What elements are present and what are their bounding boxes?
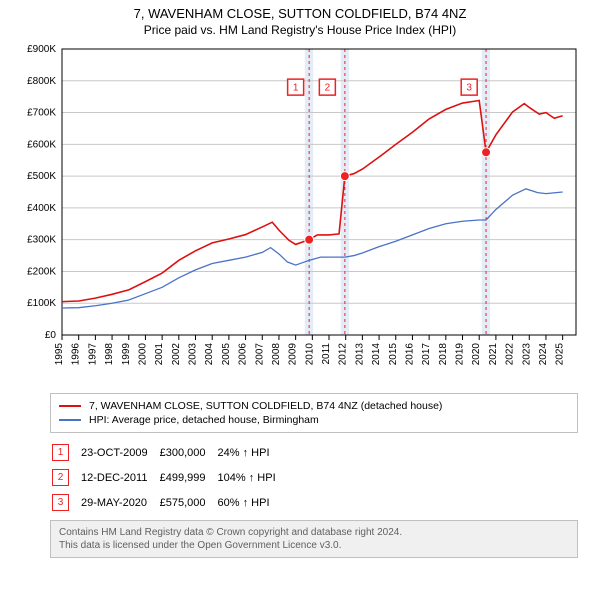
svg-text:£0: £0 [45,330,57,341]
event-date: 23-OCT-2009 [81,441,158,464]
svg-text:£500K: £500K [27,171,56,182]
svg-text:2022: 2022 [505,343,516,366]
plot-svg: £0 £100K £200K £300K £400K £500K £600K £700K £80… [20,43,580,383]
svg-text:2003: 2003 [188,343,199,366]
event-row: 1 23-OCT-2009£300,00024% ↑ HPI [52,441,286,464]
event-date: 12-DEC-2011 [81,466,158,489]
svg-text:2008: 2008 [271,343,282,366]
attribution: Contains HM Land Registry data © Crown c… [50,520,578,558]
svg-text:2000: 2000 [137,343,148,366]
marker-point-3 [482,148,491,157]
svg-text:£900K: £900K [27,44,56,55]
svg-text:2007: 2007 [254,343,265,366]
event-marker: 1 [52,444,69,461]
svg-text:2010: 2010 [304,343,315,366]
svg-text:2001: 2001 [154,343,165,366]
svg-text:2004: 2004 [204,343,215,366]
event-marker-cell: 1 [52,441,79,464]
event-delta: 24% ↑ HPI [218,441,286,464]
svg-text:1996: 1996 [71,343,82,366]
svg-text:2009: 2009 [288,343,299,366]
event-date: 29-MAY-2020 [81,491,158,514]
svg-text:2015: 2015 [388,343,399,366]
attribution-line2: This data is licensed under the Open Gov… [59,539,569,552]
svg-text:1997: 1997 [87,343,98,366]
event-marker: 2 [52,469,69,486]
legend-swatch [59,405,81,407]
svg-text:2025: 2025 [555,343,566,366]
event-marker-cell: 2 [52,466,79,489]
svg-text:2021: 2021 [488,343,499,366]
legend-swatch [59,419,81,421]
attribution-line1: Contains HM Land Registry data © Crown c… [59,526,569,539]
legend: 7, WAVENHAM CLOSE, SUTTON COLDFIELD, B74… [50,393,578,433]
svg-text:1998: 1998 [104,343,115,366]
svg-text:£200K: £200K [27,266,56,277]
svg-text:2024: 2024 [538,343,549,366]
marker-point-1 [305,235,314,244]
event-marker-cell: 3 [52,491,79,514]
legend-item: HPI: Average price, detached house, Birm… [59,414,569,426]
marker-point-2 [340,172,349,181]
event-price: £499,999 [160,466,216,489]
event-delta: 60% ↑ HPI [218,491,286,514]
event-price: £300,000 [160,441,216,464]
svg-text:£400K: £400K [27,203,56,214]
svg-text:2002: 2002 [171,343,182,366]
marker-label-1: 1 [293,83,299,94]
svg-text:1999: 1999 [121,343,132,366]
svg-text:2011: 2011 [321,343,332,365]
legend-item: 7, WAVENHAM CLOSE, SUTTON COLDFIELD, B74… [59,400,569,412]
event-delta: 104% ↑ HPI [218,466,286,489]
svg-text:£600K: £600K [27,139,56,150]
svg-text:2014: 2014 [371,343,382,366]
chart-subtitle: Price paid vs. HM Land Registry's House … [10,23,590,37]
marker-label-3: 3 [466,83,472,94]
legend-label: 7, WAVENHAM CLOSE, SUTTON COLDFIELD, B74… [89,400,442,412]
svg-text:£700K: £700K [27,108,56,119]
marker-label-2: 2 [325,83,331,94]
event-row: 2 12-DEC-2011£499,999104% ↑ HPI [52,466,286,489]
event-price: £575,000 [160,491,216,514]
svg-text:2020: 2020 [471,343,482,366]
svg-text:£100K: £100K [27,298,56,309]
svg-text:2017: 2017 [421,343,432,366]
events-table: 1 23-OCT-2009£300,00024% ↑ HPI 2 12-DEC-201… [50,439,288,516]
svg-text:2005: 2005 [221,343,232,366]
svg-text:£800K: £800K [27,76,56,87]
svg-text:2018: 2018 [438,343,449,366]
svg-text:2006: 2006 [238,343,249,366]
svg-text:£300K: £300K [27,235,56,246]
svg-text:2023: 2023 [521,343,532,366]
svg-text:2013: 2013 [354,343,365,366]
svg-text:2016: 2016 [404,343,415,366]
chart-title: 7, WAVENHAM CLOSE, SUTTON COLDFIELD, B74… [10,6,590,21]
plot-area: £0 £100K £200K £300K £400K £500K £600K £700K £80… [20,43,580,383]
legend-label: HPI: Average price, detached house, Birm… [89,414,319,426]
event-row: 3 29-MAY-2020£575,00060% ↑ HPI [52,491,286,514]
svg-text:2012: 2012 [338,343,349,366]
event-marker: 3 [52,494,69,511]
svg-text:2019: 2019 [455,343,466,366]
svg-text:1995: 1995 [54,343,65,366]
